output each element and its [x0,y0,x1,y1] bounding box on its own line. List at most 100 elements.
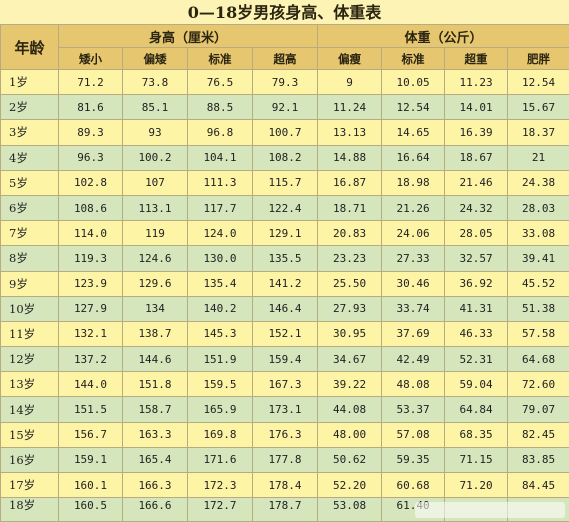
weight-value-cell: 13.13 [317,119,383,146]
height-value-cell: 76.5 [187,68,253,96]
height-value-cell: 151.5 [58,396,123,423]
table-row: 7岁 114.0 119 124.0 129.1 20.83 24.06 28.05 33.08 [0,220,569,247]
height-value-cell: 123.9 [58,270,123,297]
weight-value-cell: 23.23 [317,245,383,272]
weight-value-cell: 21.26 [381,194,446,222]
table-row: 6岁 108.6 113.1 117.7 122.4 18.71 21.26 24.32 28.… [0,194,569,222]
age-cell: 16岁 [0,446,59,474]
height-value-cell: 119.3 [58,245,123,272]
weight-value-cell: 18.98 [381,169,446,196]
weight-value-cell: 48.00 [317,421,383,448]
weight-value-cell: 51.38 [507,295,569,322]
table-row: 1岁 71.2 73.8 76.5 79.3 9 10.05 11.23 12.54 [0,68,569,96]
weight-value-cell: 57.58 [507,320,569,348]
height-value-cell: 100.7 [251,119,319,146]
weight-value-cell: 24.32 [444,194,509,222]
weight-value-cell: 57.08 [381,421,446,448]
table-row: 8岁 119.3 124.6 130.0 135.5 23.23 27.33 32.57 39.… [0,245,569,272]
height-col-short-header: 矮小 [58,47,123,70]
age-cell: 10岁 [0,295,59,322]
weight-value-cell: 53.08 [317,497,383,522]
age-cell: 12岁 [0,346,59,373]
height-value-cell: 96.8 [187,119,253,146]
height-value-cell: 104.1 [187,144,253,171]
weight-value-cell: 52.31 [444,346,509,373]
height-value-cell: 165.4 [122,446,188,474]
weight-value-cell: 24.38 [507,169,569,196]
weight-col-thin-header: 偏瘦 [317,47,383,70]
height-value-cell: 178.4 [251,471,319,499]
weight-value-cell: 21.46 [444,169,509,196]
weight-value-cell: 44.08 [317,396,383,423]
weight-value-cell: 32.57 [444,245,509,272]
height-value-cell: 130.0 [187,245,253,272]
age-header: 年龄 [0,24,59,70]
weight-value-cell: 10.05 [381,68,446,96]
weight-value-cell: 12.54 [381,94,446,121]
table-row: 14岁 151.5 158.7 165.9 173.1 44.08 53.37 64.84 79… [0,396,569,423]
height-value-cell: 100.2 [122,144,188,171]
height-value-cell: 144.0 [58,371,123,398]
weight-value-cell: 18.67 [444,144,509,171]
height-value-cell: 173.1 [251,396,319,423]
height-value-cell: 172.7 [187,497,253,522]
weight-value-cell: 16.39 [444,119,509,146]
table-row: 2岁 81.6 85.1 88.5 92.1 11.24 12.54 14.01 15.67 [0,94,569,121]
weight-value-cell: 60.68 [381,471,446,499]
weight-value-cell: 37.69 [381,320,446,348]
height-value-cell: 144.6 [122,346,188,373]
table-row: 16岁 159.1 165.4 171.6 177.8 50.62 59.35 71.15 83… [0,446,569,474]
height-value-cell: 158.7 [122,396,188,423]
weight-value-cell: 16.64 [381,144,446,171]
age-cell: 13岁 [0,371,59,398]
weight-value-cell: 16.87 [317,169,383,196]
weight-value-cell: 24.06 [381,220,446,247]
weight-value-cell: 53.37 [381,396,446,423]
table-row: 13岁 144.0 151.8 159.5 167.3 39.22 48.08 59.04 72… [0,371,569,398]
age-cell: 15岁 [0,421,59,448]
table-row: 10岁 127.9 134 140.2 146.4 27.93 33.74 41.31 51.3… [0,295,569,322]
age-cell: 5岁 [0,169,59,196]
age-cell: 4岁 [0,144,59,171]
table-row: 4岁 96.3 100.2 104.1 108.2 14.88 16.64 18.67 21 [0,144,569,171]
weight-value-cell: 79.07 [507,396,569,423]
weight-value-cell: 39.41 [507,245,569,272]
table-row: 11岁 132.1 138.7 145.3 152.1 30.95 37.69 46.33 57… [0,320,569,348]
age-cell: 2岁 [0,94,59,121]
weight-value-cell: 11.24 [317,94,383,121]
growth-table: 年龄 身高（厘米） 体重（公斤） 矮小 偏矮 标准 超高 偏瘦 标准 超重 肥胖… [0,24,569,522]
weight-value-cell: 46.33 [444,320,509,348]
height-value-cell: 171.6 [187,446,253,474]
weight-value-cell: 39.22 [317,371,383,398]
height-value-cell: 113.1 [122,194,188,222]
height-value-cell: 115.7 [251,169,319,196]
height-value-cell: 135.4 [187,270,253,297]
weight-value-cell: 84.45 [507,471,569,499]
weight-value-cell: 20.83 [317,220,383,247]
height-value-cell: 124.6 [122,245,188,272]
age-cell: 1岁 [0,68,59,96]
height-value-cell: 167.3 [251,371,319,398]
height-value-cell: 159.4 [251,346,319,373]
height-value-cell: 138.7 [122,320,188,348]
table-row: 5岁 102.8 107 111.3 115.7 16.87 18.98 21.46 24.38 [0,169,569,196]
age-cell: 7岁 [0,220,59,247]
weight-value-cell: 27.33 [381,245,446,272]
height-value-cell: 85.1 [122,94,188,121]
height-value-cell: 160.1 [58,471,123,499]
weight-group-header: 体重（公斤） [317,24,569,48]
weight-value-cell: 34.67 [317,346,383,373]
height-col-below-header: 偏矮 [122,47,188,70]
height-value-cell: 166.3 [122,471,188,499]
weight-value-cell: 41.31 [444,295,509,322]
table-body: 1岁 71.2 73.8 76.5 79.3 9 10.05 11.23 12.54 2岁 81.6… [0,68,569,522]
height-value-cell: 151.8 [122,371,188,398]
weight-value-cell: 64.84 [444,396,509,423]
height-value-cell: 81.6 [58,94,123,121]
weight-value-cell: 83.85 [507,446,569,474]
height-value-cell: 166.6 [122,497,188,522]
table-row: 12岁 137.2 144.6 151.9 159.4 34.67 42.49 52.31 64… [0,346,569,373]
height-value-cell: 119 [122,220,188,247]
height-value-cell: 108.2 [251,144,319,171]
height-value-cell: 163.3 [122,421,188,448]
